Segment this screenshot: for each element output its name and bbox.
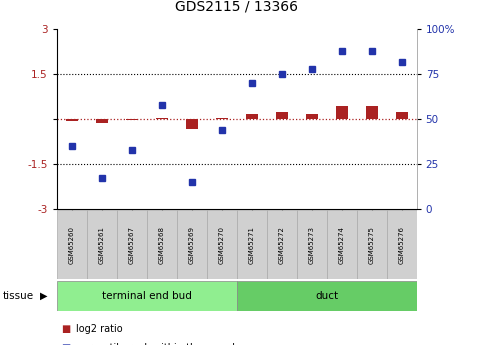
Bar <box>215 118 228 119</box>
Bar <box>336 107 348 119</box>
Bar <box>395 112 408 119</box>
Text: GSM65272: GSM65272 <box>279 226 284 264</box>
Bar <box>126 119 138 120</box>
Bar <box>297 210 326 279</box>
Bar <box>366 107 378 119</box>
Text: duct: duct <box>315 291 338 301</box>
Text: log2 ratio: log2 ratio <box>76 325 123 334</box>
Bar <box>326 210 356 279</box>
Text: ■: ■ <box>62 325 71 334</box>
Text: GSM65271: GSM65271 <box>248 226 255 264</box>
Text: GSM65267: GSM65267 <box>129 226 135 264</box>
Text: percentile rank within the sample: percentile rank within the sample <box>76 344 242 345</box>
Text: GSM65273: GSM65273 <box>309 226 315 264</box>
Bar <box>237 281 417 310</box>
Text: GSM65260: GSM65260 <box>69 226 75 264</box>
Text: GSM65276: GSM65276 <box>398 226 405 264</box>
Bar <box>207 210 237 279</box>
Text: terminal end bud: terminal end bud <box>102 291 192 301</box>
Bar <box>276 112 287 119</box>
Bar <box>57 210 87 279</box>
Text: tissue: tissue <box>2 291 34 301</box>
Text: GSM65275: GSM65275 <box>369 226 375 264</box>
Text: ■: ■ <box>62 344 71 345</box>
Bar <box>246 114 258 119</box>
Bar <box>306 114 317 119</box>
Bar <box>186 119 198 129</box>
Bar <box>87 210 117 279</box>
Bar <box>117 210 147 279</box>
Bar <box>267 210 297 279</box>
Bar <box>237 210 267 279</box>
Bar <box>356 210 387 279</box>
Bar <box>147 210 176 279</box>
Text: ▶: ▶ <box>40 291 48 301</box>
Text: GDS2115 / 13366: GDS2115 / 13366 <box>175 0 298 14</box>
Bar <box>96 119 107 122</box>
Bar <box>387 210 417 279</box>
Bar <box>66 119 78 120</box>
Bar <box>156 118 168 119</box>
Text: GSM65261: GSM65261 <box>99 226 105 264</box>
Text: GSM65269: GSM65269 <box>189 226 195 264</box>
Text: GSM65270: GSM65270 <box>218 226 225 264</box>
Text: GSM65268: GSM65268 <box>159 226 165 264</box>
Bar <box>57 281 237 310</box>
Bar <box>176 210 207 279</box>
Text: GSM65274: GSM65274 <box>339 226 345 264</box>
